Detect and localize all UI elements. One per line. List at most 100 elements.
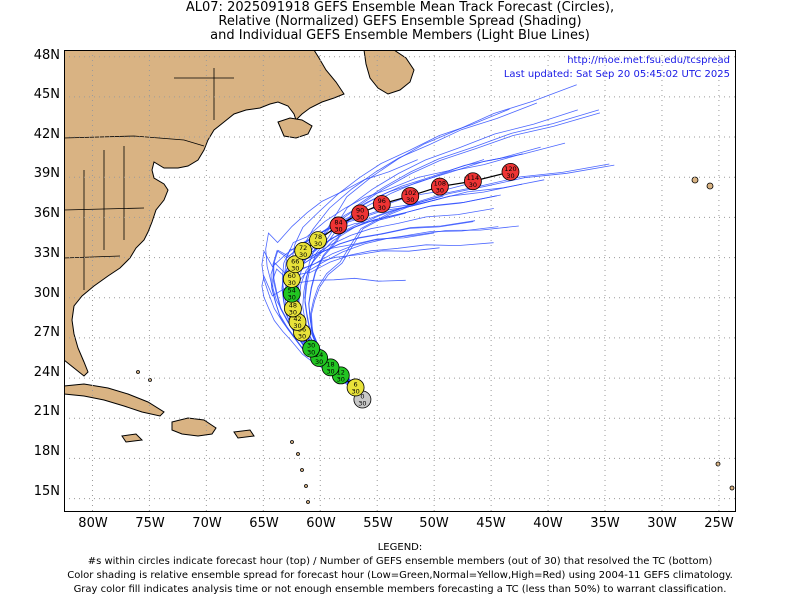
- forecast-hour-label: 60: [288, 272, 296, 280]
- member-count-label: 30: [337, 375, 345, 383]
- hispaniola: [171, 417, 217, 437]
- forecast-hour-label: 12: [337, 368, 345, 376]
- map-frame: [64, 50, 736, 512]
- lon-label: 50W: [419, 516, 449, 531]
- lat-label: 48N: [33, 48, 60, 63]
- land: [64, 50, 415, 443]
- lon-label: 70W: [192, 516, 222, 531]
- member-count-label: 30: [315, 358, 323, 366]
- member-count-label: 30: [288, 294, 296, 302]
- forecast-hour-label: 6: [354, 380, 358, 388]
- track-point-circle: [401, 187, 420, 205]
- island: [136, 370, 140, 374]
- lat-label: 27N: [33, 325, 60, 340]
- member-count-label: 30: [299, 251, 307, 259]
- legend-heading: LEGEND:: [377, 542, 423, 553]
- forecast-hour-label: 30: [307, 342, 315, 350]
- track-point-circle: [463, 172, 482, 191]
- member-count-label: 30: [436, 187, 444, 195]
- forecast-hour-label: 72: [299, 244, 307, 252]
- island: [296, 452, 300, 456]
- island: [306, 500, 310, 504]
- island: [304, 484, 308, 488]
- lat-label: 18N: [33, 444, 60, 459]
- graticule: [64, 50, 736, 512]
- lat-label: 24N: [33, 365, 60, 380]
- forecast-hour-label: 96: [378, 197, 386, 205]
- member-count-label: 30: [334, 225, 342, 233]
- island: [706, 182, 714, 190]
- forecast-hour-label: 120: [504, 165, 516, 173]
- forecast-hour-label: 18: [326, 360, 334, 368]
- track-point-circle: [346, 378, 365, 397]
- forecast-hour-label: 102: [404, 189, 416, 197]
- member-count-label: 30: [288, 279, 296, 287]
- track-point-circle: [302, 339, 321, 358]
- member-count-label: 30: [291, 264, 299, 272]
- last-updated: Last updated: Sat Sep 20 05:45:02 UTC 20…: [503, 69, 730, 80]
- lat-label: 45N: [33, 87, 60, 102]
- member-count-label: 30: [307, 349, 315, 357]
- member-count-label: 30: [293, 322, 301, 330]
- track-point-circle: [286, 255, 305, 274]
- track-point-circle: [501, 162, 520, 181]
- cuba: [64, 383, 165, 417]
- forecast-hour-label: 90: [356, 206, 364, 214]
- member-count-label: 30: [406, 196, 414, 204]
- island: [290, 440, 294, 444]
- island: [729, 485, 735, 491]
- track-point-circle: [309, 231, 327, 250]
- jamaica: [121, 433, 144, 443]
- forecast-hour-label: 108: [434, 180, 446, 188]
- title-line-2: Relative (Normalized) GEFS Ensemble Spre…: [218, 14, 582, 29]
- lon-label: 30W: [647, 516, 677, 531]
- lat-label: 36N: [33, 206, 60, 221]
- island: [300, 468, 304, 472]
- forecast-hour-label: 0: [360, 393, 364, 401]
- member-count-label: 30: [506, 172, 514, 180]
- lat-label: 30N: [33, 286, 60, 301]
- mean-track-circles: 0306301230183024303030363042304830543060…: [282, 162, 520, 409]
- lon-label: 55W: [363, 516, 393, 531]
- lat-label: 39N: [33, 166, 60, 181]
- lon-label: 25W: [704, 516, 734, 531]
- lon-label: 40W: [533, 516, 563, 531]
- ensemble-member-track: [261, 274, 406, 402]
- member-count-label: 30: [351, 387, 359, 395]
- forecast-hour-label: 24: [315, 351, 323, 359]
- island: [691, 176, 699, 184]
- lat-label: 33N: [33, 246, 60, 261]
- lat-label: 15N: [33, 484, 60, 499]
- forecast-hour-label: 78: [314, 233, 322, 241]
- forecast-hour-label: 84: [334, 218, 342, 226]
- source-url[interactable]: http://moe.met.fsu.edu/tcspread: [567, 55, 730, 66]
- lat-label: 42N: [33, 127, 60, 142]
- forecast-hour-label: 36: [298, 326, 306, 334]
- lon-label: 65W: [249, 516, 279, 531]
- track-point-circle: [294, 241, 313, 260]
- member-count-label: 30: [378, 204, 386, 212]
- nova-scotia: [277, 117, 313, 139]
- legend-line-2: Color shading is relative ensemble sprea…: [67, 570, 733, 581]
- legend-line-3: Gray color fill indicates analysis time …: [73, 584, 727, 595]
- forecast-hour-label: 66: [291, 257, 299, 265]
- lat-label: 21N: [33, 404, 60, 419]
- small-islands: [136, 176, 735, 504]
- member-count-label: 30: [289, 308, 297, 316]
- title-line-3: and Individual GEFS Ensemble Members (Li…: [210, 28, 590, 43]
- lon-label: 35W: [590, 516, 620, 531]
- track-point: 630: [346, 378, 365, 397]
- forecast-hour-label: 114: [467, 174, 479, 182]
- puerto-rico: [233, 429, 255, 439]
